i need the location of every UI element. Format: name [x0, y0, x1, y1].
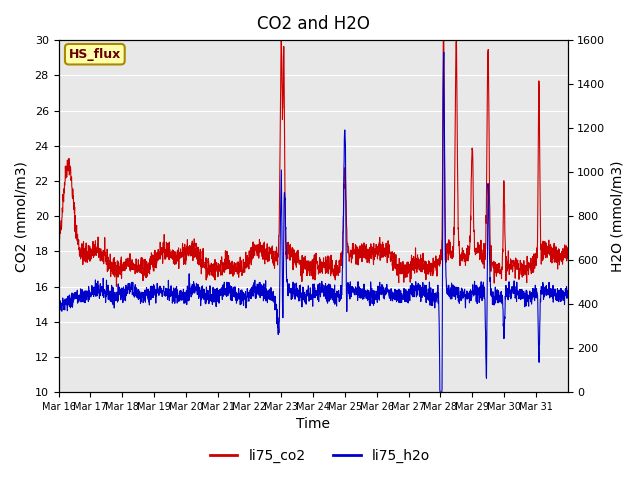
Y-axis label: H2O (mmol/m3): H2O (mmol/m3) — [611, 160, 625, 272]
Y-axis label: CO2 (mmol/m3): CO2 (mmol/m3) — [15, 161, 29, 272]
Legend: li75_co2, li75_h2o: li75_co2, li75_h2o — [204, 443, 436, 468]
Text: HS_flux: HS_flux — [68, 48, 121, 60]
Title: CO2 and H2O: CO2 and H2O — [257, 15, 369, 33]
X-axis label: Time: Time — [296, 418, 330, 432]
